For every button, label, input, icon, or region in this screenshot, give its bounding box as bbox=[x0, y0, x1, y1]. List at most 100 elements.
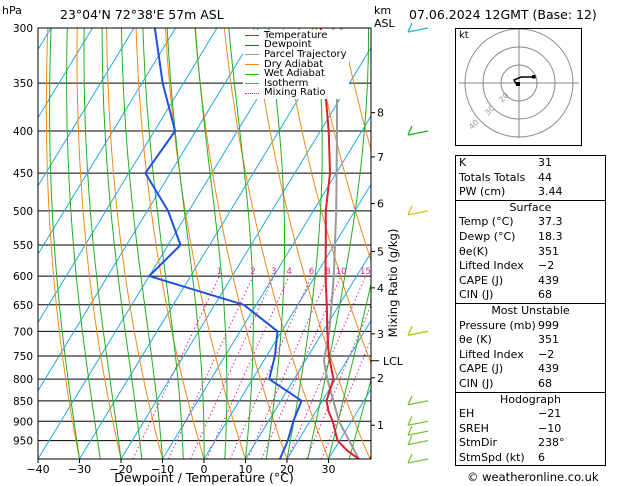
index-label: Totals Totals bbox=[459, 170, 526, 184]
surface-row: θe(K) 351 bbox=[456, 245, 605, 260]
isotherm bbox=[38, 28, 93, 119]
dry-adiabat bbox=[45, 28, 80, 459]
most-unstable-title: Most Unstable bbox=[456, 302, 605, 319]
wind-barb-flag bbox=[407, 326, 413, 336]
surface-row: CIN (J) 68 bbox=[456, 288, 605, 303]
surface-label: CAPE (J) bbox=[459, 273, 504, 287]
profiles bbox=[144, 28, 360, 459]
surface-row: Dewp (°C) 18.3 bbox=[456, 230, 605, 245]
hodo-value: −21 bbox=[538, 407, 562, 421]
hodo-row: SREH −10 bbox=[456, 422, 605, 437]
dry-adiabat bbox=[253, 28, 371, 459]
pressure-tick-label: 700 bbox=[13, 326, 33, 338]
km-tick-label: 2 bbox=[377, 372, 384, 385]
x-tick-label: −10 bbox=[151, 463, 174, 476]
dry-adiabat bbox=[194, 28, 288, 459]
isotherm bbox=[38, 28, 176, 256]
legend-item: Temperature bbox=[245, 29, 347, 41]
km-tick-label: 1 bbox=[377, 419, 384, 432]
legend-item: Dewpoint bbox=[245, 40, 347, 51]
mu-row: Pressure (mb) 999 bbox=[456, 319, 605, 334]
dry-adiabat bbox=[607, 28, 629, 459]
legend-item: Dry Adiabat bbox=[245, 58, 347, 70]
dewpoint-line bbox=[144, 28, 303, 459]
pressure-tick-label: 850 bbox=[13, 396, 33, 408]
isotherm bbox=[0, 28, 10, 459]
wind-barb-flag bbox=[407, 395, 413, 406]
mixing-ratio-line bbox=[132, 275, 220, 459]
hodograph-ring-label: 40 bbox=[467, 118, 481, 132]
datetime-title: 07.06.2024 12GMT (Base: 12) bbox=[409, 7, 597, 22]
surface-row: Lifted Index −2 bbox=[456, 259, 605, 274]
wet-adiabat bbox=[83, 28, 122, 459]
hodograph-table-title: Hodograph bbox=[456, 391, 605, 408]
wind-barb-shaft bbox=[407, 440, 429, 446]
location-title: 23°04'N 72°38'E 57m ASL bbox=[60, 7, 224, 22]
km-tick-label: 4 bbox=[377, 282, 384, 295]
wind-barb-flag bbox=[407, 22, 413, 33]
wind-barb-shaft bbox=[407, 420, 429, 426]
hodograph-trace bbox=[512, 76, 533, 86]
dry-adiabat bbox=[165, 28, 246, 459]
wind-barb-shaft bbox=[407, 210, 429, 216]
mixing-ratio-label: 3 bbox=[271, 267, 276, 277]
pressure-tick-label: 900 bbox=[13, 416, 33, 428]
mu-value: −2 bbox=[538, 347, 555, 361]
hodo-label: StmSpd (kt) bbox=[459, 450, 525, 464]
index-value: 31 bbox=[538, 156, 552, 169]
legend-label: Temperature bbox=[264, 29, 328, 41]
mixing-ratio-label: 1 bbox=[217, 267, 222, 277]
legend-swatch bbox=[245, 73, 259, 75]
isotherm bbox=[38, 28, 259, 392]
hodo-value: 238° bbox=[538, 436, 565, 450]
wet-adiabat bbox=[328, 282, 371, 459]
mixing-ratio-label: 10 bbox=[336, 267, 347, 277]
legend-item: Isotherm bbox=[245, 78, 347, 89]
surface-value: 37.3 bbox=[538, 215, 563, 229]
index-label: K bbox=[459, 156, 467, 169]
legend-label: Parcel Trajectory bbox=[264, 48, 347, 60]
km-tick-label: 3 bbox=[377, 328, 384, 341]
hodo-value: −10 bbox=[538, 421, 562, 435]
legend-item: Parcel Trajectory bbox=[245, 48, 347, 60]
km-tick-label: 8 bbox=[377, 107, 384, 120]
legend-label: Mixing Ratio bbox=[264, 87, 326, 99]
mixing-ratio-label: 8 bbox=[325, 267, 330, 277]
surface-label: θe(K) bbox=[459, 244, 489, 258]
mixing-ratio-line bbox=[306, 303, 371, 459]
legend-label: Dry Adiabat bbox=[264, 58, 324, 70]
legend-item: Mixing Ratio bbox=[245, 87, 347, 99]
pressure-tick-label: 350 bbox=[13, 78, 33, 90]
pressure-tick-label: 450 bbox=[13, 168, 33, 180]
x-tick-label: −30 bbox=[68, 463, 91, 476]
pressure-tick-label: 950 bbox=[13, 436, 33, 448]
mu-value: 351 bbox=[538, 333, 559, 347]
dry-adiabat bbox=[135, 28, 205, 459]
x-tick-label: 20 bbox=[280, 463, 294, 476]
index-value: 3.44 bbox=[538, 185, 563, 199]
index-label: PW (cm) bbox=[459, 185, 506, 199]
wet-adiabat bbox=[49, 28, 80, 459]
pressure-tick-label: 800 bbox=[13, 374, 33, 386]
mu-row: CIN (J) 68 bbox=[456, 377, 605, 392]
isotherm bbox=[162, 115, 371, 459]
pressure-tick-label: 750 bbox=[13, 351, 33, 363]
legend-swatch bbox=[245, 92, 259, 94]
wet-adiabat bbox=[66, 28, 101, 459]
mixing-ratio-label: 2 bbox=[250, 267, 255, 277]
pressure-tick-label: 600 bbox=[13, 271, 33, 283]
surface-value: 439 bbox=[538, 273, 559, 287]
surface-value: 68 bbox=[538, 288, 552, 302]
km-tick-label: 5 bbox=[377, 245, 384, 258]
mu-label: θe (K) bbox=[459, 333, 492, 347]
dry-adiabat bbox=[341, 28, 371, 152]
mu-label: CAPE (J) bbox=[459, 362, 504, 376]
wind-barb-shaft bbox=[407, 130, 429, 136]
wind-barb-shaft bbox=[407, 458, 429, 464]
x-tick-label: 0 bbox=[201, 463, 208, 476]
hodo-row: StmSpd (kt) 6 bbox=[456, 451, 605, 466]
wet-adiabat bbox=[307, 28, 369, 459]
wind-barb-shaft bbox=[407, 27, 429, 33]
